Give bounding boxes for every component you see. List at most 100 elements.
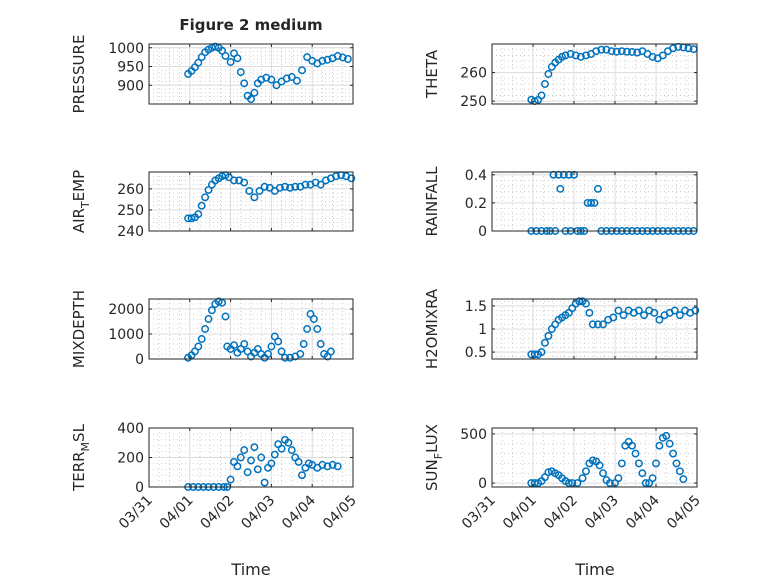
data-point — [617, 47, 626, 56]
data-point — [691, 306, 700, 315]
y-tick-label: 240 — [117, 224, 144, 240]
y-tick-label: 1000 — [108, 41, 144, 57]
data-point — [260, 182, 269, 191]
data-point — [593, 320, 602, 329]
panel-air-temp: 240 250 260 AIRTEMP — [70, 170, 356, 240]
data-point — [270, 450, 279, 459]
data-point — [250, 88, 259, 97]
data-point — [298, 471, 306, 480]
data-point — [672, 459, 681, 468]
data-point — [292, 76, 301, 85]
data-point — [236, 453, 245, 462]
data-point — [665, 439, 674, 448]
data-point — [211, 42, 220, 51]
data-point — [286, 353, 295, 362]
data-point — [296, 350, 305, 358]
y-tick-label: 0 — [135, 352, 144, 368]
data-point — [282, 74, 291, 83]
y-tick-label: 0.4 — [465, 168, 487, 184]
data-point — [218, 46, 227, 55]
data-point — [286, 183, 295, 192]
y-axis-label: PRESSURE — [70, 35, 88, 114]
data-point — [194, 342, 203, 351]
data-point — [595, 461, 604, 470]
data-point — [204, 185, 213, 194]
data-point — [628, 48, 637, 56]
data-point — [588, 320, 597, 329]
data-point — [619, 311, 628, 320]
data-point — [561, 51, 570, 60]
data-point — [530, 479, 539, 488]
data-point — [556, 184, 565, 193]
data-point — [281, 182, 289, 191]
data-point — [607, 47, 616, 56]
data-point — [197, 335, 206, 343]
data-point — [221, 312, 230, 321]
y-tick-label: 200 — [117, 451, 144, 467]
axes-frame — [148, 171, 354, 232]
data-point — [597, 45, 606, 54]
data-point — [566, 50, 575, 58]
axes-frame — [491, 43, 698, 105]
data-point — [670, 306, 679, 315]
data-point — [274, 337, 283, 346]
data-point — [587, 198, 596, 207]
data-point — [230, 341, 238, 350]
data-point — [326, 347, 335, 356]
data-point — [316, 180, 325, 189]
y-tick-label: 500 — [460, 427, 487, 443]
data-point — [614, 474, 623, 483]
data-point — [650, 308, 659, 317]
data-point — [313, 325, 322, 333]
data-point — [236, 68, 245, 77]
data-point — [614, 306, 623, 315]
data-point — [641, 479, 650, 488]
data-point — [623, 47, 631, 56]
y-tick-label: 0.2 — [465, 196, 487, 212]
data-point — [669, 44, 678, 53]
data-point — [628, 441, 637, 450]
data-point — [634, 306, 643, 315]
data-point — [655, 315, 664, 324]
data-point — [287, 73, 296, 81]
data-point — [301, 180, 310, 189]
x-axis-label-left: Time — [230, 560, 270, 579]
data-point — [250, 193, 259, 202]
y-tick-label: 1.5 — [465, 299, 487, 315]
data-point — [240, 446, 249, 455]
data-point — [221, 52, 230, 60]
data-point — [299, 340, 308, 348]
data-point — [333, 462, 342, 471]
data-point — [303, 325, 312, 333]
data-point — [316, 340, 325, 348]
data-point — [343, 55, 352, 63]
data-point — [230, 176, 238, 185]
panel-mixdepth: 0 1000 2000 MIXDEPTH — [70, 290, 354, 368]
data-point — [634, 459, 643, 468]
data-point — [197, 201, 206, 210]
data-point — [194, 58, 203, 67]
y-tick-label: 260 — [117, 182, 144, 198]
data-point — [640, 311, 648, 320]
y-tick-label: 900 — [117, 78, 144, 94]
data-point — [582, 467, 590, 476]
data-point — [323, 462, 332, 471]
data-point — [338, 53, 347, 62]
y-tick-label: 260 — [460, 66, 487, 82]
data-point — [544, 331, 553, 340]
panel-pressure: 900 950 1000 PRESSURE — [70, 35, 354, 114]
data-point — [318, 460, 327, 469]
data-point — [568, 479, 577, 488]
y-tick-label: 250 — [460, 94, 487, 110]
data-point — [669, 449, 678, 458]
data-point — [272, 81, 281, 90]
y-axis-label: AIRTEMP — [70, 170, 92, 233]
axes-frame — [491, 427, 698, 488]
data-point — [277, 347, 286, 356]
data-point — [541, 338, 549, 347]
data-point — [573, 479, 582, 488]
data-point — [218, 298, 227, 307]
data-point — [571, 51, 580, 60]
data-point — [204, 315, 213, 323]
data-point — [602, 45, 611, 54]
